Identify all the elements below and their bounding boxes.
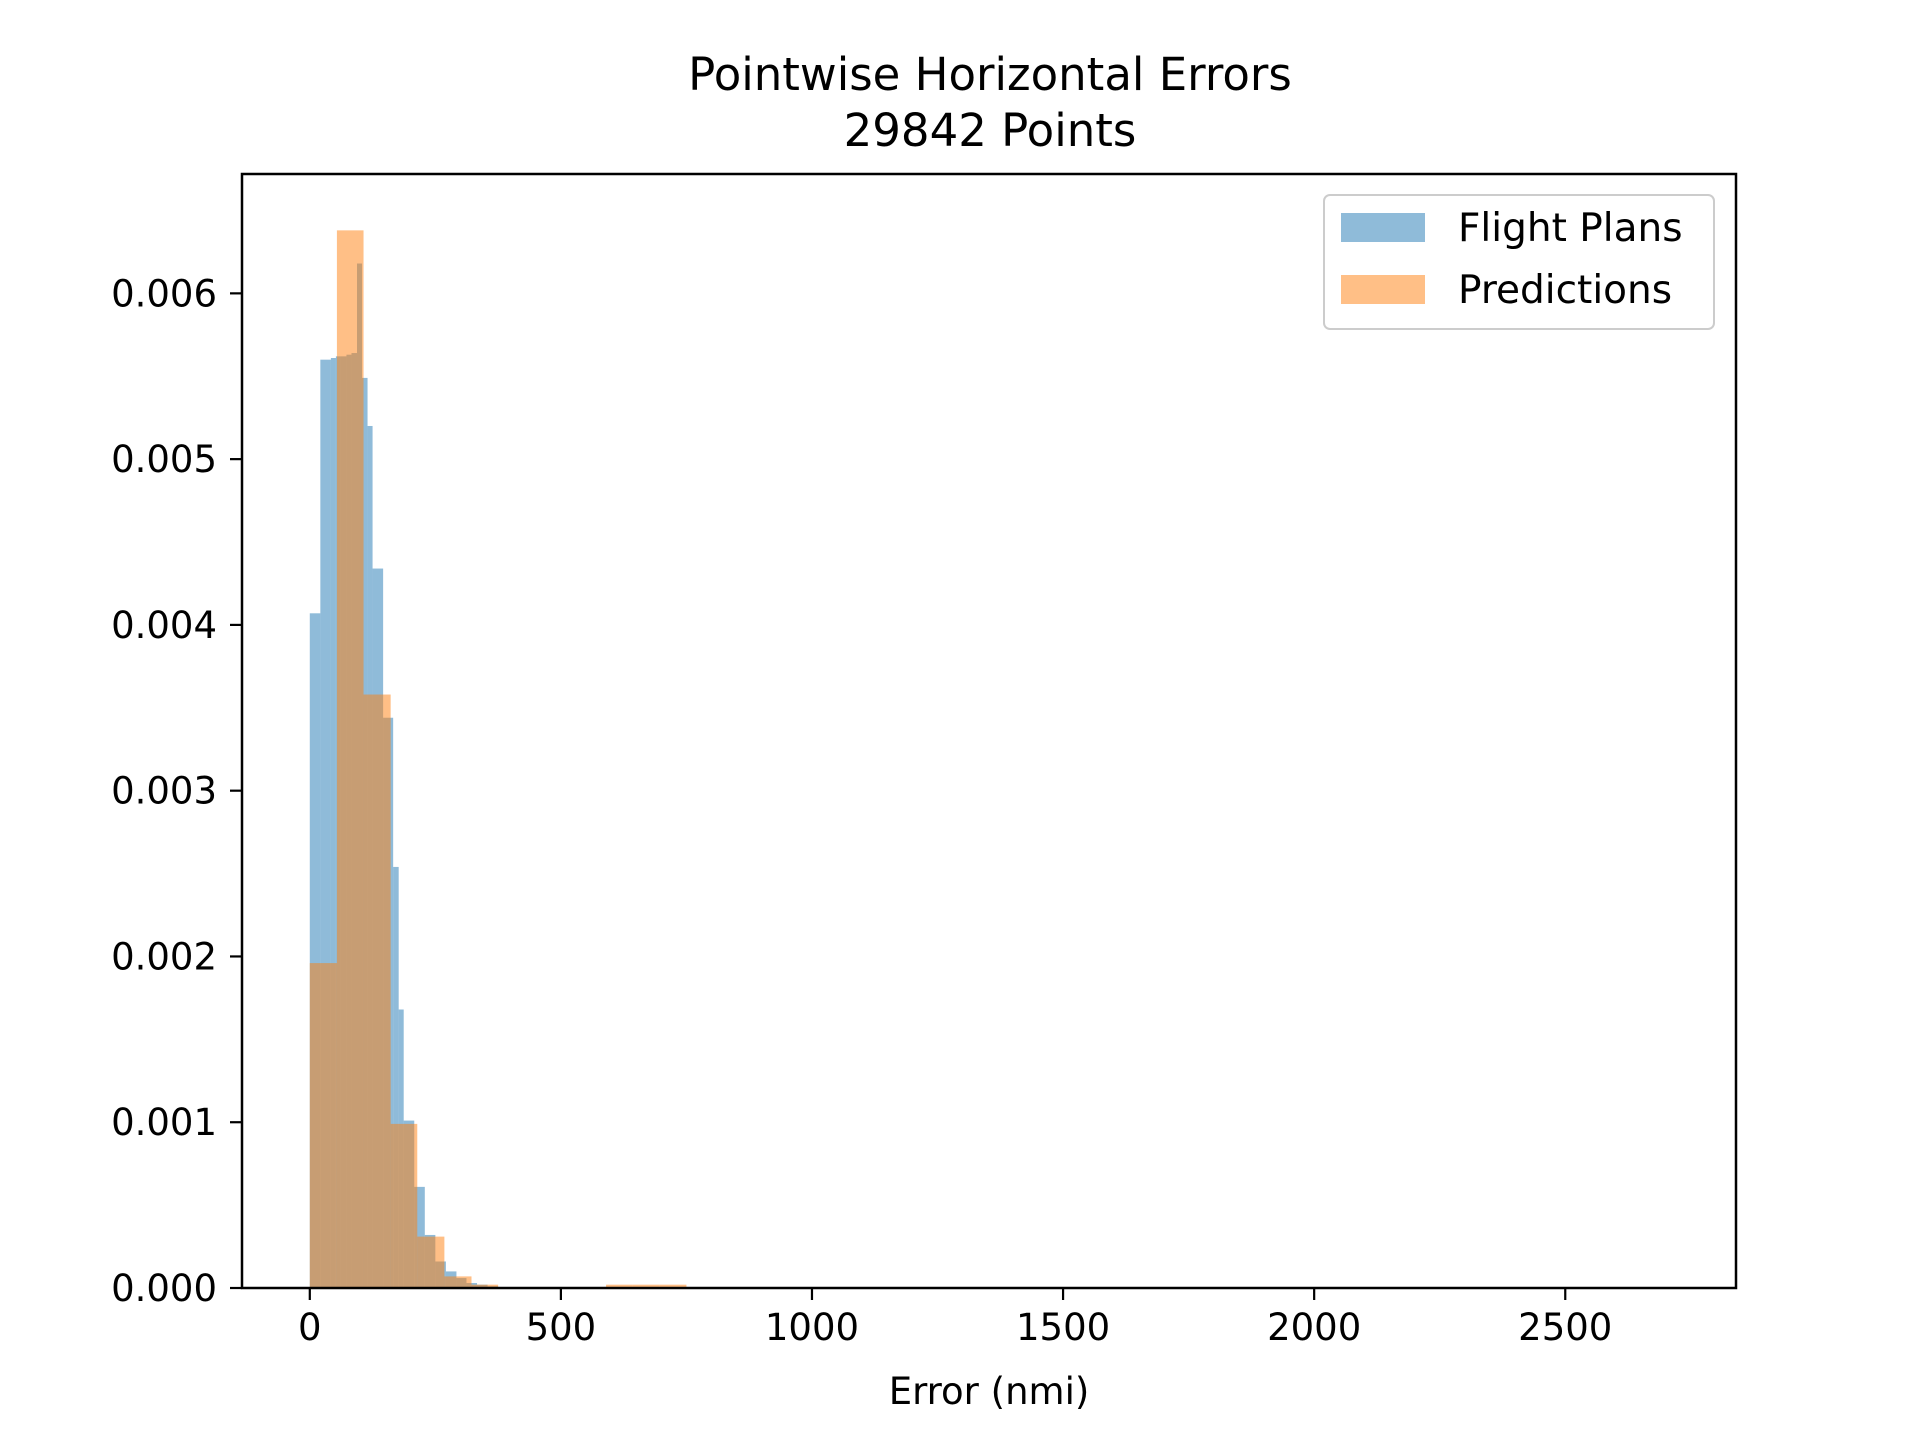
histogram-bars	[309, 230, 687, 1289]
bar-series-1-bin-12	[632, 1284, 660, 1288]
bar-series-0-bin-2	[330, 358, 336, 1288]
bar-series-0-bin-0	[309, 613, 321, 1288]
legend-label-predictions: Predictions	[1458, 268, 1672, 313]
y-tick-label: 0.003	[111, 770, 217, 813]
chart-title: Pointwise Horizontal Errors	[688, 48, 1292, 101]
x-axis-label: Error (nmi)	[889, 1370, 1090, 1413]
bar-series-1-bin-4	[417, 1236, 445, 1288]
y-tick-label: 0.005	[111, 438, 217, 481]
bar-series-1-bin-1	[336, 230, 364, 1289]
bar-series-1-bin-3	[390, 1123, 418, 1288]
bar-series-1-bin-2	[363, 694, 391, 1288]
y-tick-label: 0.001	[111, 1101, 217, 1144]
bar-series-1-bin-11	[606, 1284, 633, 1288]
x-tick-label: 2000	[1267, 1306, 1361, 1349]
plot-frame	[240, 172, 1738, 1290]
bar-series-1-bin-13	[659, 1284, 687, 1288]
legend-swatch-predictions	[1341, 275, 1425, 304]
x-tick-label: 2500	[1518, 1306, 1612, 1349]
x-tick-label: 500	[526, 1306, 597, 1349]
bar-series-1-bin-5	[444, 1276, 472, 1288]
x-tick-label: 1000	[765, 1306, 859, 1349]
x-tick-label: 0	[298, 1306, 322, 1349]
legend: Flight Plans Predictions	[1323, 194, 1715, 330]
legend-swatch-flight-plans	[1341, 213, 1425, 242]
x-axis: 0 500 1000 1500 2000 2500	[298, 1288, 1612, 1349]
y-axis: 0.000 0.001 0.002 0.003 0.004 0.005 0.006	[111, 272, 242, 1310]
bar-series-1-bin-6	[471, 1284, 499, 1288]
legend-label-flight-plans: Flight Plans	[1458, 206, 1683, 251]
bar-series-0-bin-12	[393, 866, 399, 1288]
x-tick-label: 1500	[1016, 1306, 1110, 1349]
y-tick-label: 0.000	[111, 1267, 217, 1310]
y-tick-label: 0.004	[111, 604, 217, 647]
bar-series-0-bin-1	[320, 359, 331, 1288]
chart-subtitle: 29842 Points	[844, 104, 1137, 157]
series-1-bars	[309, 230, 687, 1289]
bar-series-1-bin-0	[309, 963, 337, 1288]
y-tick-label: 0.006	[111, 272, 217, 315]
y-tick-label: 0.002	[111, 935, 217, 978]
